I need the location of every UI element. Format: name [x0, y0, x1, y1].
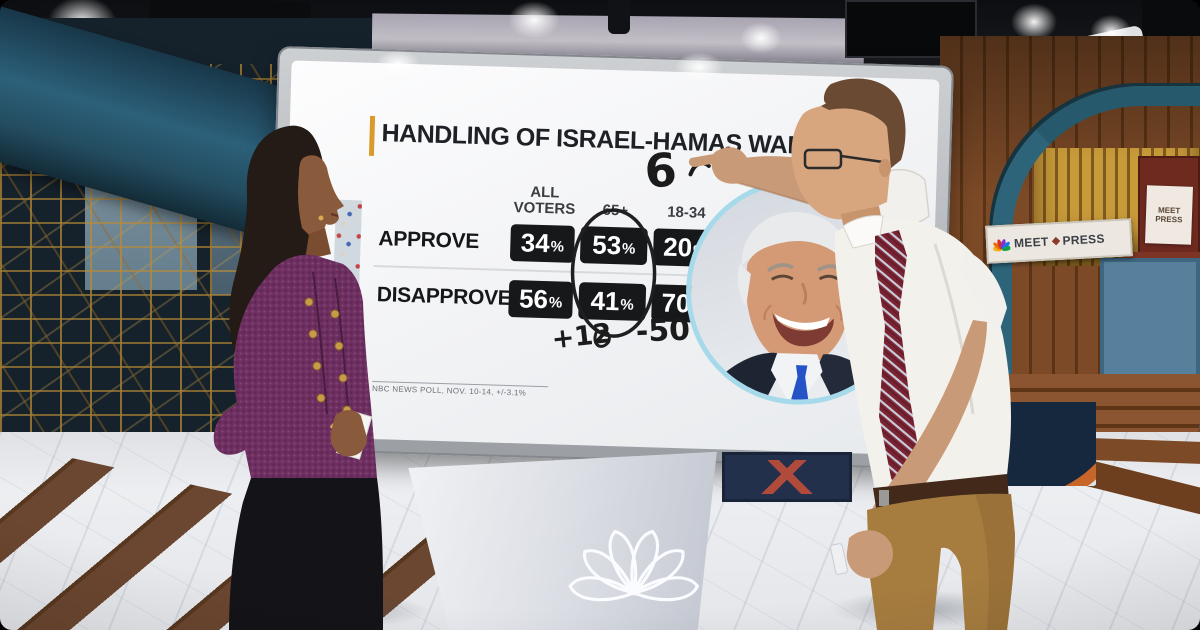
poll-cell-disapprove-all: 56%	[508, 280, 574, 319]
small-sign-line2: PRESS	[1155, 214, 1183, 225]
eye	[770, 274, 794, 281]
blue-tie	[791, 365, 809, 400]
mouth	[772, 312, 834, 347]
percent-sign: %	[550, 238, 565, 256]
frame-glare	[664, 46, 734, 88]
hand	[330, 410, 367, 457]
shirt	[770, 353, 823, 400]
right-sleeve	[961, 250, 1007, 332]
meet-the-press-small-sign: MEET PRESS	[1145, 185, 1193, 245]
studio-light	[732, 16, 790, 60]
poll-value: 34	[520, 227, 551, 259]
eyebrow	[766, 263, 794, 273]
studio-light	[498, 0, 570, 46]
striped-tie	[875, 230, 921, 488]
hair-fringe	[821, 98, 893, 136]
ear	[879, 159, 891, 177]
white-shirt	[834, 218, 1011, 495]
sideburn	[737, 264, 751, 307]
biden-photo	[682, 175, 916, 408]
handwritten-plus-12: +12	[550, 317, 614, 356]
red-chevron	[730, 460, 844, 494]
marker	[830, 543, 848, 575]
right-forearm	[867, 320, 987, 536]
poll-value: 56	[518, 283, 549, 315]
nbc-peacock-icon	[992, 238, 1011, 251]
frame-glare	[366, 44, 430, 84]
ceiling-monitor	[1142, 0, 1200, 42]
hand-drawn-circle	[570, 208, 657, 348]
woman-presenter	[213, 125, 383, 630]
ceiling-fixture	[608, 0, 630, 34]
white-podium	[408, 451, 717, 630]
glasses	[803, 148, 843, 170]
nose	[800, 282, 808, 305]
sign-text-press: PRESS	[1062, 231, 1106, 248]
poll-cell-approve-all: 34%	[509, 224, 575, 263]
pants-shading	[975, 494, 1015, 630]
sign-diamond-icon	[1051, 236, 1060, 246]
smile-creases	[763, 304, 843, 321]
hand-fist	[711, 147, 749, 184]
glasses-temple	[840, 154, 884, 164]
percent-sign: %	[548, 294, 563, 312]
khaki-pants	[867, 493, 1015, 630]
navy-set-piece	[722, 452, 852, 502]
black-skirt	[229, 478, 383, 630]
biden-illustration	[716, 212, 876, 402]
right-hand	[846, 530, 893, 579]
neck	[305, 228, 331, 260]
poll-screen: HANDLING OF ISRAEL-HAMAS WAR ALL VOTERS …	[280, 60, 940, 456]
poll-touchscreen-board: HANDLING OF ISRAEL-HAMAS WAR ALL VOTERS …	[266, 46, 954, 470]
gold-buttons	[304, 297, 352, 415]
face	[298, 155, 344, 236]
belt-buckle	[879, 490, 889, 506]
man-presenter	[688, 78, 1015, 630]
lips	[330, 213, 339, 217]
earring	[318, 215, 324, 221]
teeth	[774, 313, 830, 330]
eye	[818, 274, 840, 281]
meet-the-press-wall-sign: MEET PRESS	[985, 218, 1133, 264]
